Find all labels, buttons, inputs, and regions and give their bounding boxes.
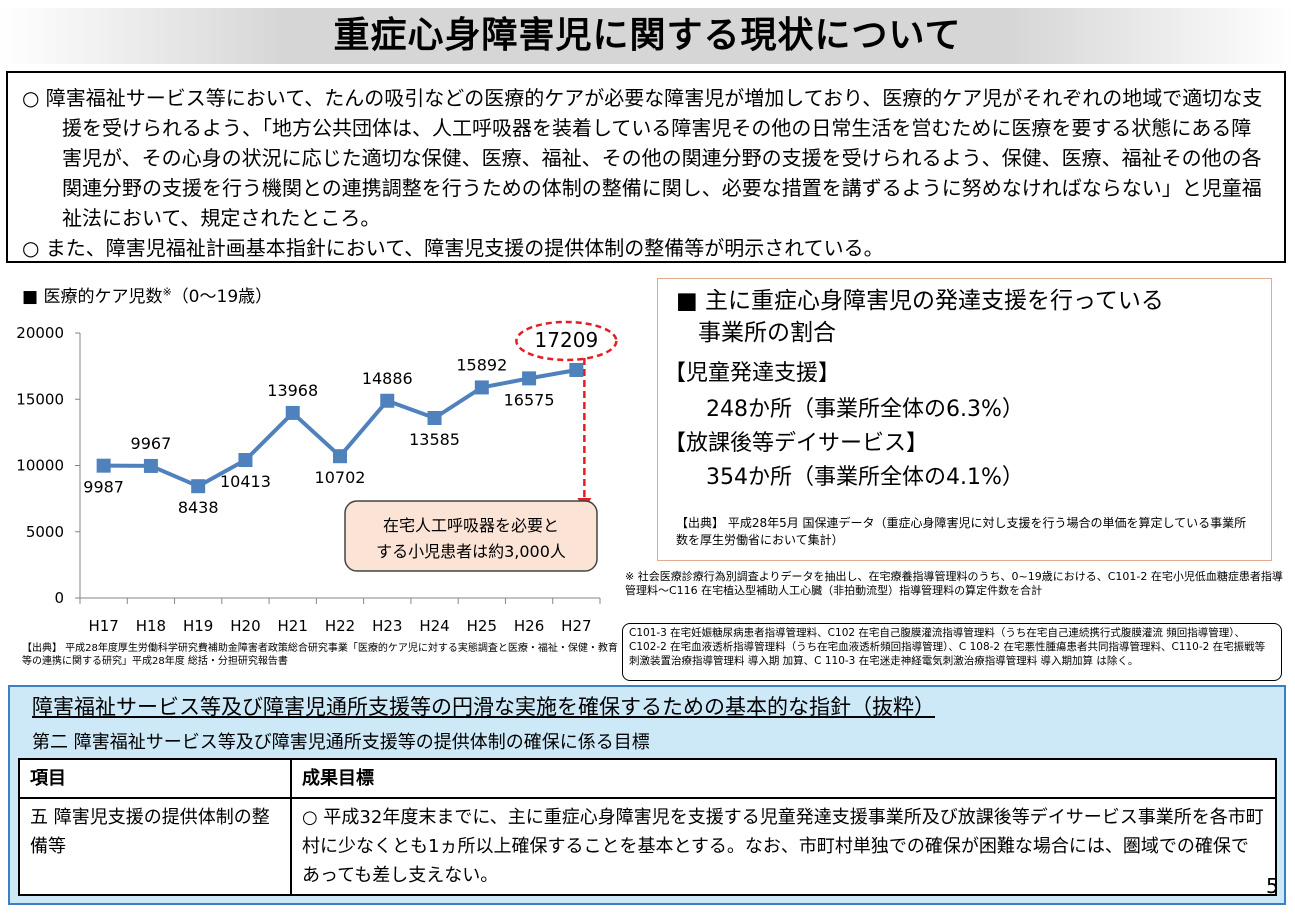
table-header-goal: 成果目標 [290, 758, 1277, 799]
data-point [285, 405, 300, 420]
intro-paragraph-2: ○ また、障害児福祉計画基本指針において、障害児支援の提供体制の整備等が明示され… [22, 236, 884, 260]
after-school-day-service-value: 354か所（事業所全体の4.1%） [706, 465, 1024, 490]
data-point [474, 380, 489, 395]
basic-guideline-panel: 障害福祉サービス等及び障害児通所支援等の円滑な実施を確保するための基本的な指針（… [8, 685, 1286, 905]
data-label: 17209 [535, 328, 599, 352]
highlight-ellipse [515, 320, 618, 362]
chart-source: 【出典】 平成28年度厚生労働科学研究費補助金障害者政策総合研究事業「医療的ケア… [22, 643, 618, 667]
guideline-table: 項目 成果目標 五 障害児支援の提供体制の整備等 ○ 平成32年度末までに、主に… [18, 758, 1277, 896]
page-number: 5 [1266, 874, 1279, 898]
excluded-items-note: C101-3 在宅妊娠糖尿病患者指導管理料、C102 在宅自己腹膜灌流指導管理料… [622, 623, 1282, 681]
after-school-day-service-label: 【放課後等デイサービス】 [664, 431, 929, 456]
table-cell-goal: ○ 平成32年度末までに、主に重症心身障害児を支援する児童発達支援事業所及び放課… [290, 797, 1277, 896]
data-label: 10413 [220, 472, 271, 491]
x-tick-label: H24 [419, 617, 449, 635]
guideline-title: 障害福祉サービス等及び障害児通所支援等の円滑な実施を確保するための基本的な指針（… [32, 695, 935, 719]
page-title: 重症心身障害児に関する現状について [333, 15, 962, 56]
table-row: 五 障害児支援の提供体制の整備等 ○ 平成32年度末までに、主に重症心身障害児を… [18, 797, 1277, 896]
data-label: 8438 [178, 498, 219, 517]
data-point [143, 458, 158, 473]
data-point [96, 458, 111, 473]
data-point [380, 393, 395, 408]
table-header-row: 項目 成果目標 [18, 758, 1277, 799]
data-label: 15892 [456, 355, 507, 374]
x-tick-label: H22 [325, 617, 355, 635]
data-point [522, 371, 537, 386]
x-tick-label: H23 [372, 617, 402, 635]
y-tick-label: 0 [54, 589, 64, 607]
chart-title: ■ 医療的ケア児数※（0〜19歳） [22, 282, 272, 307]
child-development-support-value: 248か所（事業所全体の6.3%） [706, 397, 1024, 422]
x-tick-label: H25 [467, 617, 497, 635]
chart-title-note-mark: ※ [162, 285, 172, 299]
page-title-bar: 重症心身障害児に関する現状について [0, 8, 1295, 64]
child-development-support-label: 【児童発達支援】 [664, 361, 841, 386]
data-label: 14886 [362, 369, 413, 388]
y-tick-label: 15000 [16, 390, 64, 408]
x-tick-label: H19 [183, 617, 213, 635]
x-tick-label: H20 [230, 617, 260, 635]
data-label: 10702 [315, 468, 366, 487]
facility-ratio-source: 【出典】 平成28年5月 国保連データ（重症心身障害児に対し支援を行う場合の単価… [676, 516, 1247, 547]
x-tick-label: H27 [561, 617, 591, 635]
data-point [427, 410, 442, 425]
data-label: 16575 [504, 390, 555, 409]
guideline-subtitle: 第二 障害福祉サービス等及び障害児通所支援等の提供体制の確保に係る目標 [32, 732, 650, 753]
table-cell-item: 五 障害児支援の提供体制の整備等 [18, 797, 292, 896]
data-point [191, 479, 206, 494]
data-label: 13968 [267, 381, 318, 400]
callout-text-line1: 在宅人工呼吸器を必要と [383, 516, 559, 535]
y-tick-label: 20000 [16, 324, 64, 342]
x-tick-label: H17 [88, 617, 118, 635]
data-point [569, 362, 584, 377]
chart-title-range: （0〜19歳） [171, 287, 273, 307]
intro-box: ○ 障害福祉サービス等において、たんの吸引などの医療的ケアが必要な障害児が増加し… [6, 71, 1286, 263]
y-tick-label: 5000 [26, 523, 64, 541]
x-tick-label: H18 [136, 617, 166, 635]
data-label: 9967 [131, 434, 172, 453]
data-point [238, 453, 253, 468]
data-label: 13585 [409, 430, 460, 449]
facility-ratio-heading-line1: ■ 主に重症心身障害児の発達支援を行っている [676, 288, 1164, 314]
facility-ratio-heading: ■ 主に重症心身障害児の発達支援を行っている 事業所の割合 [676, 285, 1164, 349]
y-tick-label: 10000 [16, 457, 64, 475]
data-point [333, 449, 347, 464]
data-label: 9987 [83, 478, 124, 497]
intro-paragraph-1: ○ 障害福祉サービス等において、たんの吸引などの医療的ケアが必要な障害児が増加し… [22, 86, 1263, 230]
chart-footnote: ※ 社会医療診療行為別調査よりデータを抽出し、在宅療養指導管理料のうち、0~19… [625, 570, 1283, 597]
chart-title-text: ■ 医療的ケア児数 [22, 287, 163, 307]
x-tick-label: H26 [514, 617, 544, 635]
facility-ratio-box: ■ 主に重症心身障害児の発達支援を行っている 事業所の割合 【児童発達支援】 2… [657, 278, 1272, 561]
medical-care-children-line-chart: 0 5000 10000 15000 20000 H17 H18 H19 H20 H21 H22 H2… [16, 320, 618, 635]
facility-ratio-heading-line2: 事業所の割合 [698, 320, 836, 346]
callout-box [344, 500, 598, 572]
table-header-item: 項目 [18, 758, 292, 799]
x-tick-label: H21 [278, 617, 308, 635]
callout-text-line2: する小児患者は約3,000人 [376, 542, 566, 561]
